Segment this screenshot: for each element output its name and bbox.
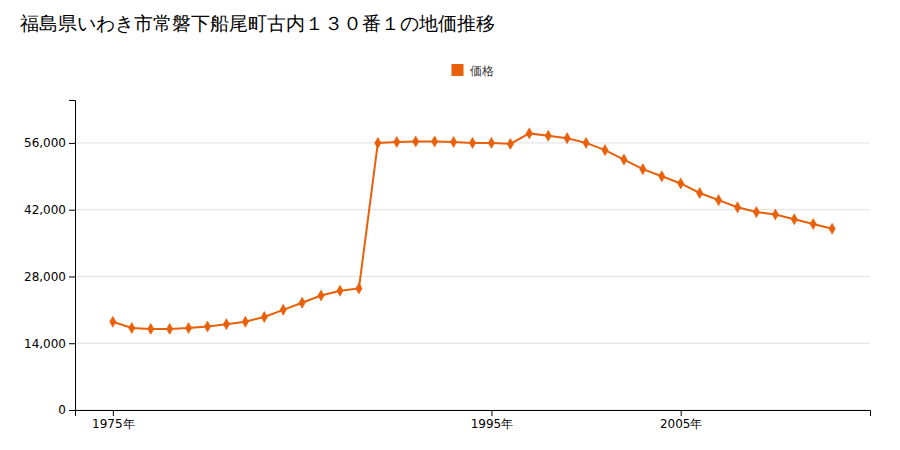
marker [715,195,721,206]
line [113,133,832,329]
marker [469,137,475,148]
marker [166,323,172,334]
x-tick-mark [113,410,114,416]
x-tick: 1995年 [471,410,514,431]
marker [204,321,210,332]
marker [696,187,702,198]
marker [261,311,267,322]
y-tick: 14,000 [24,337,75,351]
marker [507,138,513,149]
x-axis: 1975年 1995年 2005年 [76,410,871,431]
marker [450,136,456,147]
marker [810,218,816,229]
chart: 福島県いわき市常磐下船尾町古内１３０番１の地価推移 1975年 1995年 2005年… [0,0,900,450]
y-tick: 28,000 [24,270,75,284]
grid-line [75,343,870,344]
x-tick: 2005年 [660,410,703,431]
y-tick-label: 42,000 [24,203,66,217]
legend-item: 価格 [452,64,494,78]
marker [545,130,551,141]
legend-swatch [452,64,464,76]
marker [659,171,665,182]
marker [734,202,740,213]
y-tick-mark [69,410,75,411]
x-tick-label: 1975年 [92,417,135,431]
x-tick-label: 2005年 [660,417,703,431]
marker [185,322,191,333]
y-tick-label: 56,000 [24,136,66,150]
legend-label: 価格 [470,64,494,78]
marker [356,283,362,294]
marker [602,144,608,155]
marker [337,285,343,296]
x-axis-line [76,411,871,417]
x-tick-label: 1995年 [471,417,514,431]
y-tick-mark [69,276,75,277]
marker [147,323,153,334]
marker [129,322,135,333]
grid-line [75,276,870,277]
y-tick-mark [69,210,75,211]
y-tick: 56,000 [24,136,75,150]
marker [564,133,570,144]
y-tick-mark [69,343,75,344]
marker [299,297,305,308]
marker [621,154,627,165]
y-tick-label: 0 [58,403,66,417]
y-tick: 0 [58,403,75,417]
marker [829,223,835,234]
marker [280,304,286,315]
marker [318,290,324,301]
y-tick-label: 28,000 [24,270,66,284]
legend: 価格 [452,64,494,78]
marks [110,128,836,335]
y-tick-mark [69,143,75,144]
marker [394,136,400,147]
x-tick-mark [491,410,492,416]
grid [75,143,870,410]
marker [640,164,646,175]
marker [488,137,494,148]
marker [526,128,532,139]
y-axis: 0 14,000 28,000 42,000 56,000 [24,101,76,418]
x-tick-mark [681,410,682,416]
marker [242,316,248,327]
marker [791,214,797,225]
marker [583,137,589,148]
marker [375,137,381,148]
x-tick: 1975年 [92,410,135,431]
plot: 1975年 1995年 2005年 0 14,000 28,000 42,000 56,000 [24,101,871,431]
marker [753,206,759,217]
y-axis-line [69,101,76,411]
y-tick-label: 14,000 [24,337,66,351]
marker [223,319,229,330]
marker [110,316,116,327]
marker [772,209,778,220]
marker [431,136,437,147]
y-tick: 42,000 [24,203,75,217]
marker [412,136,418,147]
marker [677,178,683,189]
title: 福島県いわき市常磐下船尾町古内１３０番１の地価推移 [20,12,495,34]
